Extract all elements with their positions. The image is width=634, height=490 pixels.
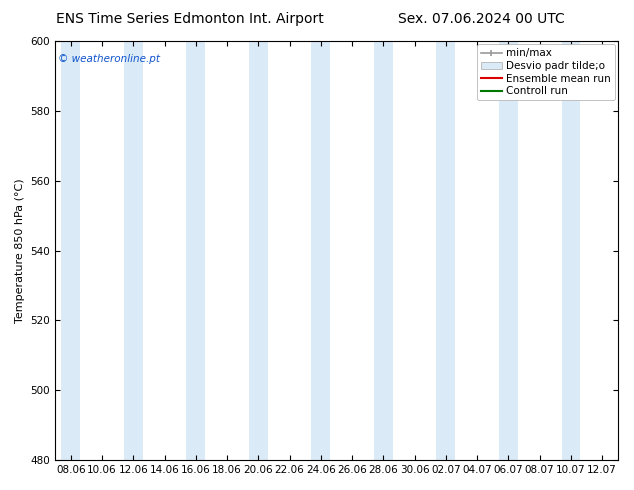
Bar: [562, 41, 580, 460]
Text: ENS Time Series Edmonton Int. Airport: ENS Time Series Edmonton Int. Airport: [56, 12, 324, 26]
Bar: [311, 41, 330, 460]
Bar: [186, 41, 205, 460]
Bar: [374, 41, 392, 460]
Y-axis label: Temperature 850 hPa (°C): Temperature 850 hPa (°C): [15, 178, 25, 323]
Bar: [61, 41, 80, 460]
Text: © weatheronline.pt: © weatheronline.pt: [58, 53, 160, 64]
Bar: [436, 41, 455, 460]
Bar: [499, 41, 518, 460]
Legend: min/max, Desvio padr tilde;o, Ensemble mean run, Controll run: min/max, Desvio padr tilde;o, Ensemble m…: [477, 44, 614, 100]
Text: Sex. 07.06.2024 00 UTC: Sex. 07.06.2024 00 UTC: [398, 12, 566, 26]
Bar: [124, 41, 143, 460]
Bar: [249, 41, 268, 460]
